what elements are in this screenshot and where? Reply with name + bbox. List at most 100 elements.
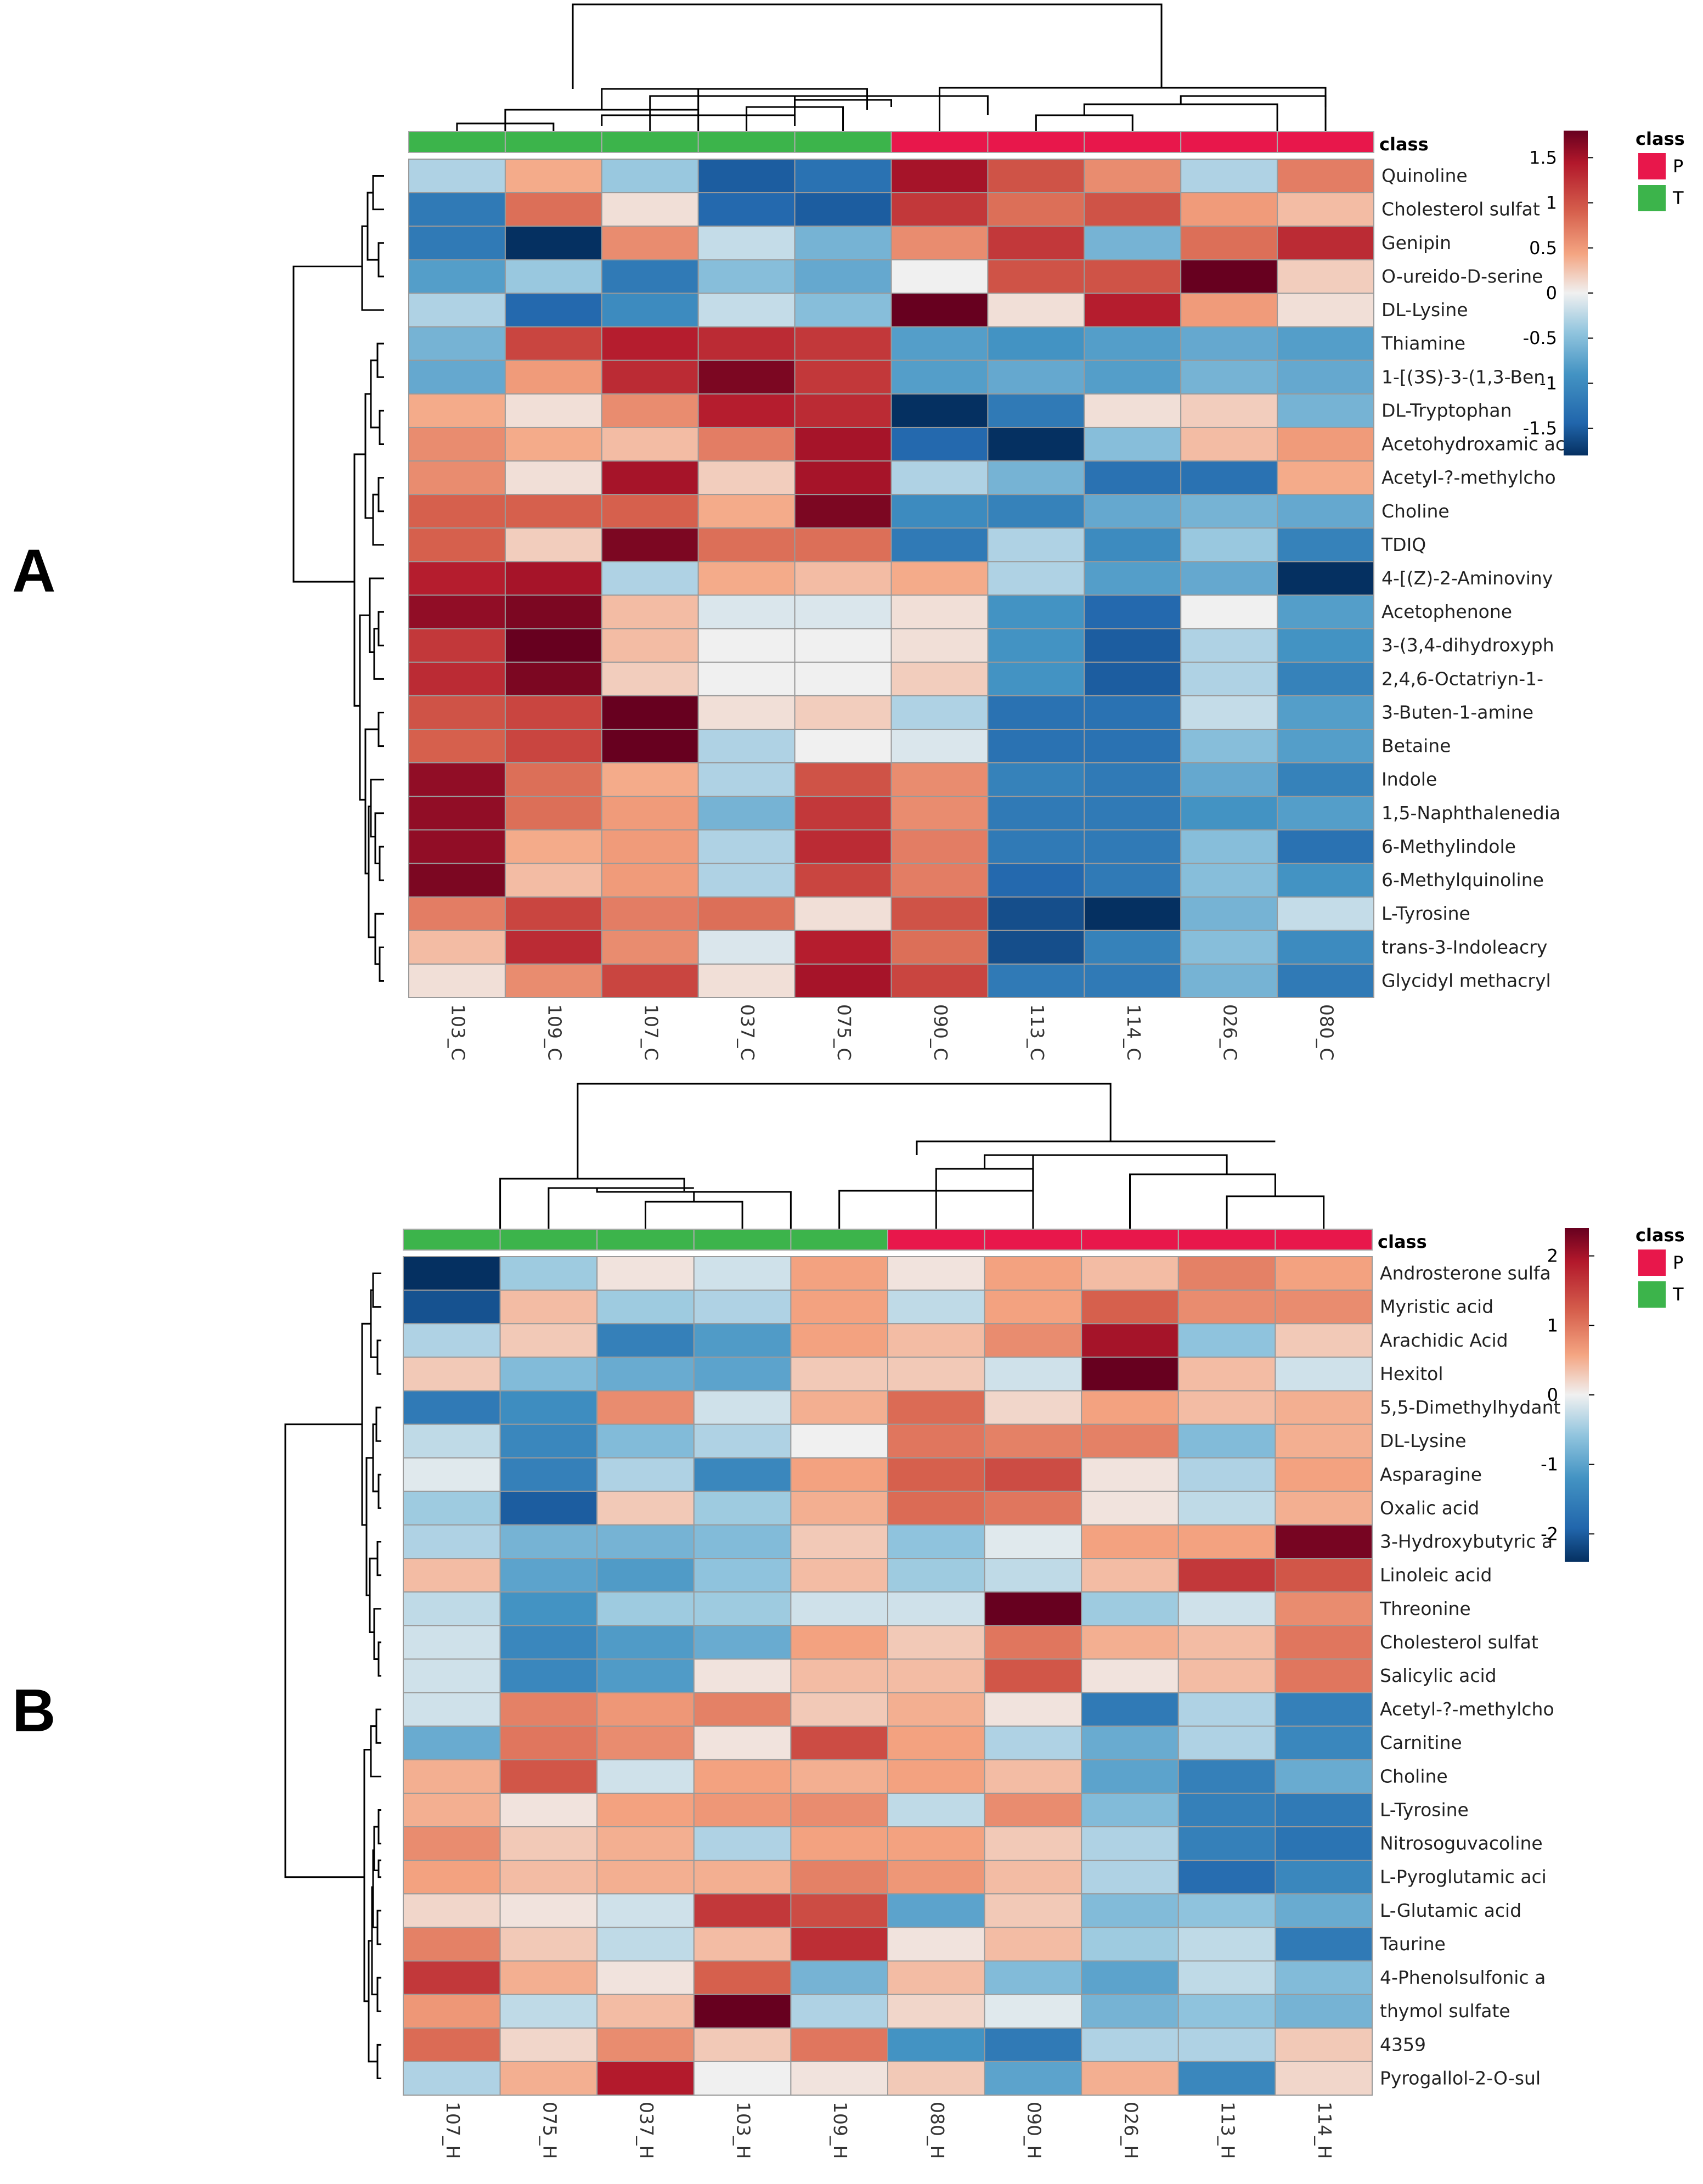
row-label: L-Glutamic acid [1380, 1900, 1521, 1921]
heatmap-cell [987, 426, 1085, 462]
row-dendrogram-link [377, 1809, 381, 1845]
column-label: 109_C [544, 1004, 565, 1061]
row-dendrogram-link [379, 409, 384, 446]
heatmap-cell [1277, 494, 1375, 529]
heatmap-cell [890, 426, 989, 462]
heatmap-cell [408, 494, 506, 529]
row-dendrogram-link [363, 1748, 371, 2002]
heatmap-cell [887, 1994, 985, 2029]
row-label: Oxalic acid [1380, 1497, 1479, 1518]
heatmap-cell [504, 192, 602, 227]
heatmap-cell [984, 1792, 1082, 1828]
heatmap-cell [1180, 259, 1278, 294]
heatmap-cell [403, 1356, 501, 1392]
row-dendrogram-link [372, 493, 384, 546]
row-label: Acetyl-?-methylcho [1380, 1698, 1554, 1720]
heatmap-cell [697, 259, 796, 294]
heatmap-cell [499, 1994, 598, 2029]
heatmap-cell [1081, 1759, 1179, 1794]
heatmap-cell [499, 1256, 598, 1291]
heatmap-cell [1277, 561, 1375, 596]
heatmap-cell [1277, 460, 1375, 496]
heatmap-cell [403, 1960, 501, 1995]
heatmap-cell [1084, 159, 1182, 194]
row-label: Asparagine [1380, 1463, 1482, 1485]
heatmap-cell [794, 695, 892, 730]
heatmap-cell [693, 1994, 792, 2029]
heatmap-cell [790, 1927, 889, 1962]
heatmap-cell [1277, 326, 1375, 361]
heatmap-cell [499, 1927, 598, 1962]
heatmap-cell [408, 326, 506, 361]
heatmap-cell [403, 1927, 501, 1962]
heatmap-cell [1275, 1658, 1373, 1693]
heatmap-cell [1277, 628, 1375, 663]
row-label: Glycidyl methacryl [1381, 970, 1551, 991]
heatmap-cell [504, 527, 602, 562]
heatmap-cell [403, 1658, 501, 1693]
heatmap-cell [697, 628, 796, 663]
heatmap-cell [887, 1927, 985, 1962]
row-label: thymol sulfate [1380, 2000, 1510, 2022]
heatmap-cell [1084, 292, 1182, 328]
column-label: 080_C [1316, 1004, 1338, 1061]
heatmap-cell [403, 1893, 501, 1928]
heatmap-cell [403, 1558, 501, 1593]
heatmap-cell [408, 259, 506, 294]
heatmap-cell [987, 729, 1085, 764]
heatmap-cell [1177, 1994, 1276, 2029]
heatmap-cell [794, 359, 892, 395]
row-dendrogram-link [353, 453, 365, 707]
heatmap-cell [790, 1323, 889, 1358]
heatmap-cell [794, 762, 892, 797]
heatmap-cell [1177, 1256, 1276, 1291]
heatmap-cell [504, 796, 602, 831]
heatmap-cell [987, 159, 1085, 194]
heatmap-cell [987, 762, 1085, 797]
column-label: 103_C [447, 1004, 469, 1061]
heatmap-cell [693, 1759, 792, 1794]
class-bar-cell [601, 131, 699, 153]
heatmap-cell [794, 963, 892, 999]
heatmap-cell [697, 393, 796, 428]
heatmap-cell [601, 527, 699, 562]
heatmap-cell [1084, 896, 1182, 931]
heatmap-cell [1275, 1725, 1373, 1760]
heatmap-cell [601, 628, 699, 663]
heatmap-cell [887, 1390, 985, 1425]
heatmap-cell [794, 930, 892, 965]
column-label: 114_H [1314, 2102, 1335, 2159]
heatmap-cell [1177, 1725, 1276, 1760]
heatmap-cell [890, 359, 989, 395]
heatmap-cell [697, 661, 796, 696]
heatmap-cell [794, 393, 892, 428]
heatmap-cell [697, 494, 796, 529]
heatmap-cell [697, 226, 796, 261]
heatmap-cell [596, 1323, 695, 1358]
heatmap-cell [1081, 1524, 1179, 1560]
heatmap-cell [790, 1960, 889, 1995]
heatmap-cell [408, 426, 506, 462]
heatmap-cell [1084, 930, 1182, 965]
heatmap-cell [693, 1457, 792, 1492]
row-dendrogram-link [370, 359, 380, 429]
heatmap-cell [984, 1356, 1082, 1392]
heatmap-cell [790, 1893, 889, 1928]
heatmap-cell [601, 192, 699, 227]
heatmap-cell [596, 1625, 695, 1660]
heatmap-cell [887, 2061, 985, 2096]
class-legend-title: class [1636, 1225, 1685, 1246]
heatmap-cell [1180, 829, 1278, 864]
heatmap-cell [790, 1457, 889, 1492]
heatmap-cell [1177, 1591, 1276, 1626]
heatmap-cell [601, 729, 699, 764]
row-dendrogram-link [361, 225, 384, 311]
column-dendrogram-link [645, 1201, 743, 1229]
heatmap-cell [693, 1960, 792, 1995]
heatmap-cell [408, 762, 506, 797]
color-legend-bar [1565, 1228, 1589, 1562]
heatmap-cell [794, 661, 892, 696]
heatmap-cell [1180, 359, 1278, 395]
heatmap-cell [1081, 1290, 1179, 1325]
panel-letter-a: A [12, 537, 55, 605]
